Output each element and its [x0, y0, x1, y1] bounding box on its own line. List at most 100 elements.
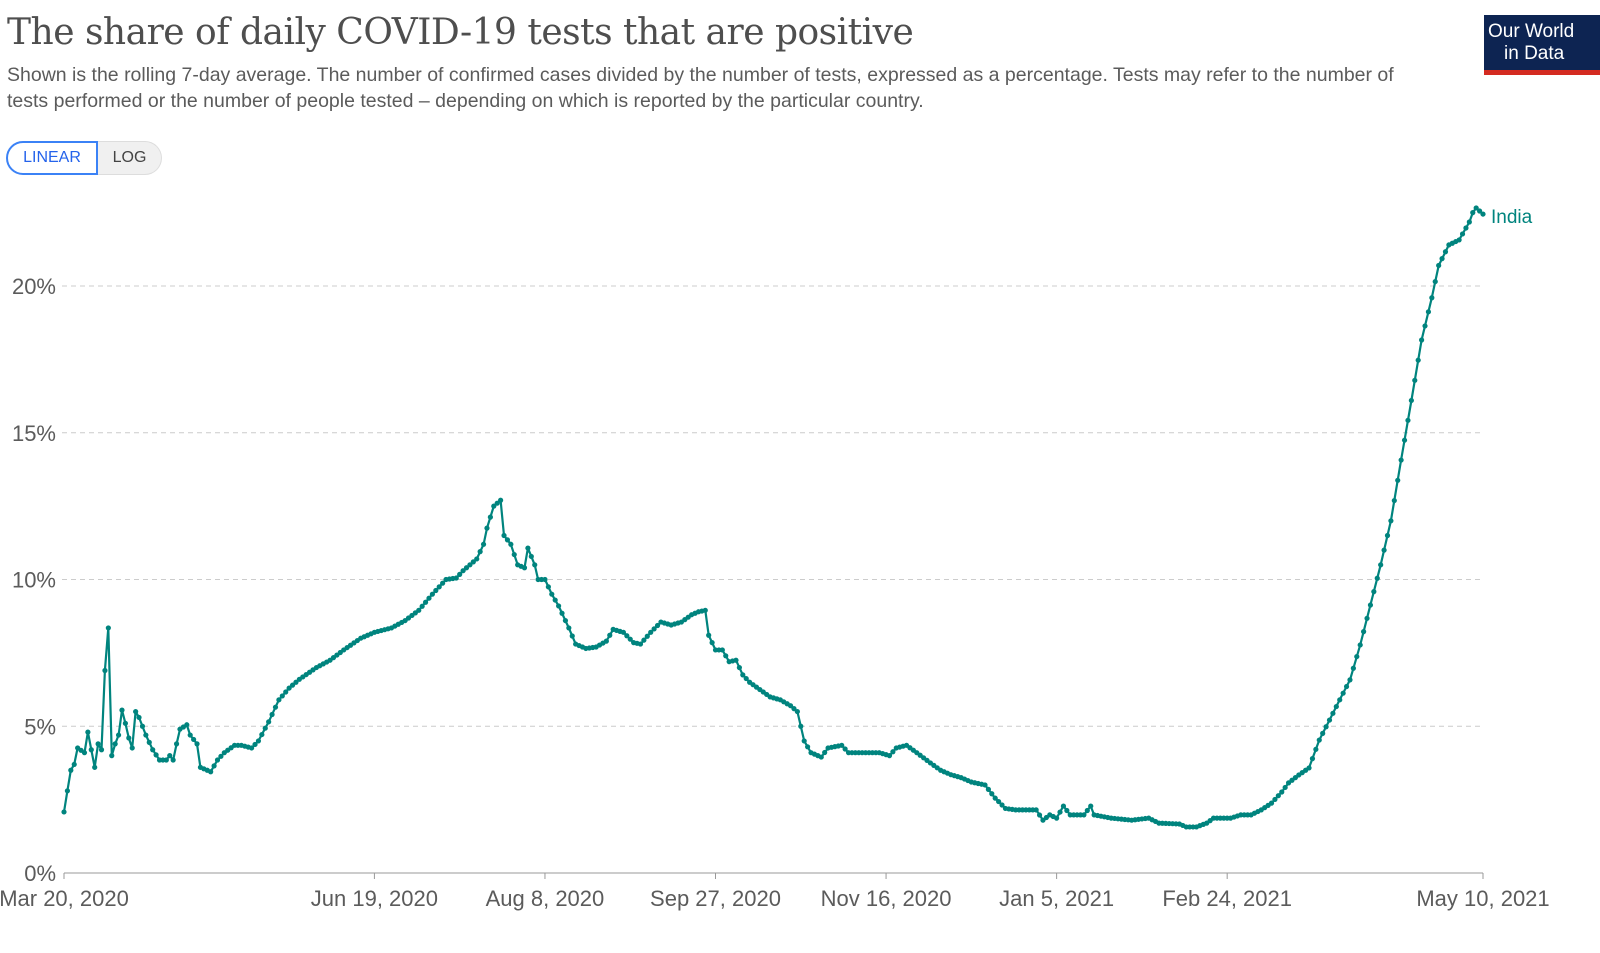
data-point	[603, 638, 609, 644]
data-point	[416, 607, 422, 613]
data-point	[136, 714, 142, 721]
x-tick-label: Mar 20, 2020	[0, 886, 129, 911]
x-tick-label: Feb 24, 2021	[1162, 886, 1292, 911]
data-point	[1060, 803, 1067, 809]
data-point	[1279, 789, 1285, 795]
data-point	[559, 610, 565, 616]
data-point	[706, 632, 712, 638]
data-point	[1313, 746, 1319, 752]
data-point	[545, 584, 551, 590]
data-point	[491, 503, 497, 509]
data-point	[218, 753, 224, 759]
log-scale-button[interactable]: LOG	[98, 141, 162, 175]
data-point	[736, 664, 742, 671]
data-point	[463, 565, 470, 571]
data-point	[422, 599, 429, 605]
data-point	[1422, 323, 1428, 329]
data-point	[184, 722, 190, 728]
data-point	[641, 637, 647, 643]
x-tick-label: Jan 5, 2021	[999, 886, 1114, 911]
chart-title: The share of daily COVID-19 tests that a…	[7, 12, 914, 53]
data-point	[999, 802, 1005, 808]
data-point	[119, 707, 125, 713]
logo-line-2: in Data	[1504, 43, 1565, 64]
data-point	[1057, 809, 1063, 815]
data-point	[1463, 225, 1469, 231]
data-point	[1326, 717, 1333, 723]
data-point	[139, 723, 146, 729]
linear-scale-button[interactable]: LINEAR	[6, 141, 98, 175]
data-point	[1337, 697, 1343, 703]
data-point	[1436, 262, 1442, 269]
data-point	[1408, 397, 1414, 404]
data-point	[1033, 807, 1039, 813]
data-point	[1412, 377, 1418, 383]
data-point	[511, 551, 517, 558]
data-point	[126, 735, 132, 741]
data-point	[102, 667, 108, 674]
data-point	[1347, 677, 1353, 683]
y-tick-label: 20%	[12, 274, 56, 299]
data-point	[187, 732, 193, 738]
data-point	[1456, 237, 1462, 243]
data-point	[542, 576, 548, 583]
data-point	[1405, 417, 1411, 423]
data-point	[1272, 796, 1278, 803]
data-point	[719, 647, 725, 653]
data-point	[1309, 756, 1316, 762]
data-point	[460, 568, 466, 574]
data-point	[269, 711, 275, 718]
data-point	[146, 739, 152, 745]
data-point	[1395, 477, 1401, 483]
data-point	[283, 689, 289, 695]
data-point	[1350, 665, 1356, 671]
data-point	[1381, 547, 1387, 553]
series-label: India	[1491, 207, 1533, 228]
data-point	[92, 764, 98, 770]
data-point	[525, 545, 531, 551]
data-point	[733, 657, 739, 663]
data-point	[429, 591, 435, 597]
data-point	[64, 788, 71, 794]
data-point	[644, 633, 650, 639]
data-point	[436, 584, 442, 590]
data-point	[504, 537, 511, 543]
owid-logo[interactable]: Our World in Data	[1484, 15, 1600, 75]
data-point	[508, 541, 514, 547]
data-point	[1442, 249, 1449, 255]
data-point	[470, 559, 476, 565]
data-point	[289, 682, 296, 688]
data-point	[211, 763, 217, 769]
data-point	[477, 549, 483, 555]
x-tick-label: Aug 8, 2020	[486, 886, 605, 911]
data-point	[474, 556, 480, 562]
y-tick-label: 0%	[24, 861, 56, 886]
data-point	[61, 809, 67, 815]
data-point	[163, 757, 169, 763]
data-point	[842, 746, 848, 752]
data-point	[1398, 457, 1404, 463]
data-point	[996, 798, 1002, 805]
data-point	[620, 629, 627, 635]
data-point	[791, 706, 797, 712]
data-point	[173, 741, 180, 747]
data-point	[1378, 562, 1384, 568]
data-point	[95, 741, 101, 747]
data-point	[1036, 812, 1043, 818]
data-point	[1343, 683, 1350, 690]
data-point	[487, 514, 493, 520]
data-point	[1320, 730, 1326, 736]
data-point	[480, 541, 487, 547]
data-point	[1361, 629, 1367, 635]
data-point	[255, 738, 262, 744]
data-point	[498, 497, 504, 503]
data-point	[440, 580, 446, 586]
data-point	[129, 745, 135, 751]
data-point	[627, 636, 633, 642]
data-point	[1432, 278, 1438, 285]
data-point	[798, 723, 804, 729]
data-point	[1088, 803, 1094, 809]
data-point	[286, 685, 292, 691]
logo-line-1: Our World	[1488, 21, 1575, 42]
